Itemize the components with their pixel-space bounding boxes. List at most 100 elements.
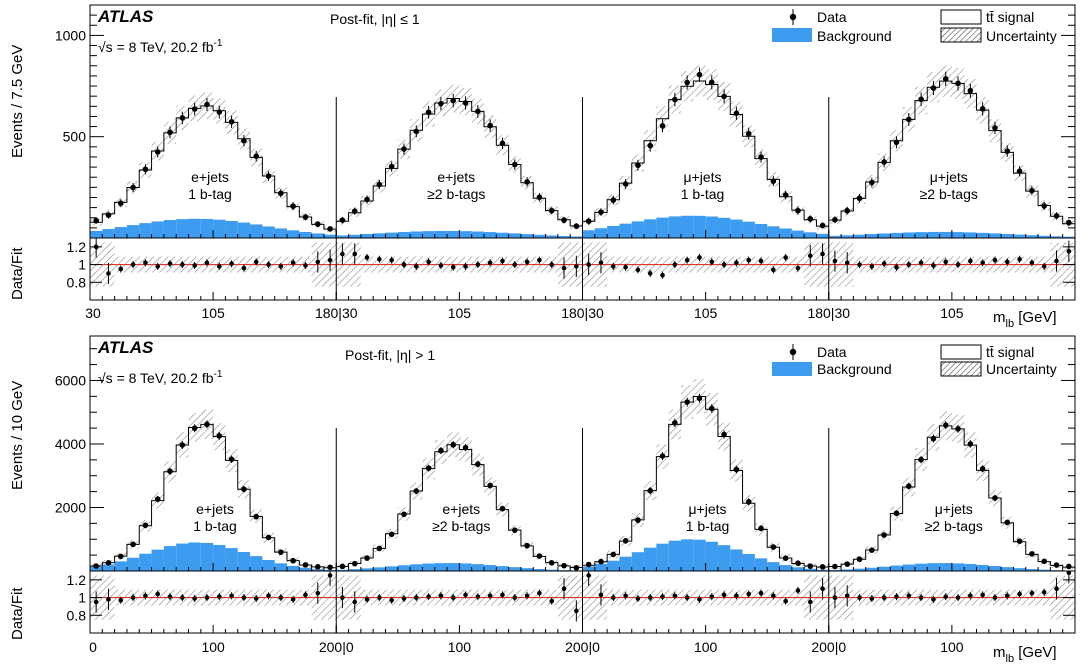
bottom-panel-3-background-bar [705, 541, 718, 571]
top-panel-1-data-point [142, 166, 149, 173]
bottom-panel-2-data-point [573, 564, 580, 571]
bottom-panel-2-ratio-point [512, 595, 518, 600]
bottom-panel-1-background-bar [163, 546, 177, 571]
top-panel-3-data-point [635, 162, 641, 169]
top-panel-1-data-point [302, 214, 309, 220]
top-panel-4-data-point [905, 116, 912, 123]
top-panel-2-data-point [401, 146, 407, 152]
bottom-panel-4-background-bar [853, 568, 866, 571]
bottom-panel-2-ratio-point [487, 593, 493, 599]
bottom-panel-2-data-point [511, 527, 518, 533]
top-panel-2-ratio-point [438, 263, 444, 268]
bottom-energy-sup: -1 [214, 369, 223, 380]
bottom-legend-background-swatch [772, 362, 812, 376]
bottom-ratio-y-tick-label: 1 [78, 590, 86, 606]
bottom-panel-1-data-point [302, 562, 309, 568]
bottom-panel-4-background-bar [890, 565, 903, 571]
top-panel-1-ratio-point [303, 263, 308, 268]
top-panel-3-ratio-point [721, 262, 727, 267]
bottom-panel-3-background-bar [804, 568, 817, 571]
top-panel-1-ratio-point [155, 264, 161, 269]
bottom-panel-3-ratio-point [807, 599, 813, 605]
top-panel-2-ratio-point [512, 262, 518, 267]
bottom-panel-4-data-point [844, 561, 851, 567]
top-panel-4-ratio-point [1029, 260, 1035, 266]
bottom-panel-3-ratio-point [697, 597, 702, 602]
top-panel-1-data-point [278, 190, 284, 197]
top-panel-2-data-point [462, 100, 469, 106]
top-panel-2-ratio-point [340, 251, 345, 257]
bottom-panel-1-channel-label: e+jets [196, 501, 234, 517]
bottom-panel-4-data-point [856, 556, 863, 563]
bottom-panel-4-data-point [1016, 538, 1023, 544]
top-panel-3-data-point [770, 178, 777, 184]
bottom-panel-2-ratio-point [377, 595, 382, 600]
top-panel-3-data-point [807, 216, 814, 222]
top-panel-4-background-bar [902, 232, 915, 238]
top-panel-1-background-bar [262, 226, 275, 238]
top-panel-3-background-bar [656, 217, 669, 238]
bottom-panel-1-ratio-point [278, 595, 284, 600]
top-panel-4-ratio-point [955, 262, 961, 267]
bottom-panel-3-background-bar [631, 552, 645, 571]
bottom-panel-4-background-bar [828, 569, 842, 571]
bottom-y-axis-title: Events / 10 GeV [9, 381, 26, 490]
top-panel-4-data-point [942, 76, 949, 82]
bottom-panel-2-background-bar [434, 563, 448, 571]
bottom-panel-1-background-bar [200, 542, 214, 571]
bottom-panel-4-channel-label: μ+jets [935, 501, 973, 517]
bottom-panel-3-background-bar [791, 567, 805, 571]
bottom-legend-signal-label: tt̄ signal [986, 344, 1034, 360]
top-y-tick-label: 1000 [55, 27, 86, 43]
bottom-panel-4-signal-line [828, 425, 1075, 568]
top-panel-3-background-bar [705, 216, 718, 238]
bottom-panel-4-background-bar [841, 569, 854, 571]
bottom-panel-3-background-bar [582, 566, 595, 571]
top-panel-2-background-bar [336, 235, 349, 238]
bottom-panel-4-data-point [942, 422, 949, 428]
bottom-panel-3-data-point [733, 466, 740, 473]
bottom-panel-2-data-point [487, 482, 493, 489]
bottom-panel-4-ratio-point [980, 592, 985, 598]
top-panel-4-ratio-point [1004, 259, 1010, 265]
top-panel-1-channel-label: e+jets [191, 169, 229, 185]
bottom-panel-2-background-bar [422, 563, 435, 571]
top-panel-3-data-point [585, 218, 592, 225]
bottom-panel-3-ratio-point [721, 592, 727, 598]
top-panel-4-background-bar [841, 235, 854, 238]
top-panel-3-ratio-point [610, 264, 616, 269]
bottom-panel-2-background-bar [447, 563, 460, 571]
bottom-x-tick-label: 0 [89, 639, 97, 655]
top-panel-4-background-bar [1050, 236, 1063, 238]
bottom-panel-2-ratio-point [549, 598, 555, 604]
top-panel-4-data-point [1004, 148, 1011, 154]
top-panel-2-ratio-point [574, 264, 579, 269]
bottom-panel-2-background-bar [459, 563, 472, 571]
top-panel-2-ratio-point [364, 255, 370, 260]
top-panel-4-data-point [967, 87, 974, 94]
top-panel-2-background-bar [373, 233, 386, 238]
bottom-panel-3-background-bar [816, 569, 829, 571]
bottom-panel-4-ratio-point [1041, 589, 1047, 595]
top-panel-4-ratio-point [968, 258, 973, 264]
bottom-panel-2-data-point [499, 505, 506, 512]
bottom-panel-2-data-point [425, 465, 432, 471]
bottom-panel-3-ratio-point [660, 594, 665, 599]
bottom-panel-1-ratio-point [290, 597, 296, 602]
top-panel-4-data-point [832, 216, 838, 223]
bottom-panel-1-ratio-point [118, 597, 124, 603]
bottom-panel-1-data-point [154, 496, 161, 502]
top-panel-3-background-bar [681, 215, 694, 238]
top-panel-3-background-bar [804, 232, 817, 238]
bottom-panel-3-background-bar [717, 545, 731, 571]
top-panel-3-background-bar [607, 225, 620, 238]
bottom-panel-3-data-point [819, 564, 826, 570]
bottom-panel-1-ratio-point [192, 596, 197, 601]
top-panel-3-ratio-point [598, 260, 604, 266]
top-panel-2-data-point [438, 100, 444, 107]
bottom-panel-1-background-bar [250, 556, 263, 571]
top-panel-2-btag-label: ≥2 b-tags [427, 186, 485, 202]
